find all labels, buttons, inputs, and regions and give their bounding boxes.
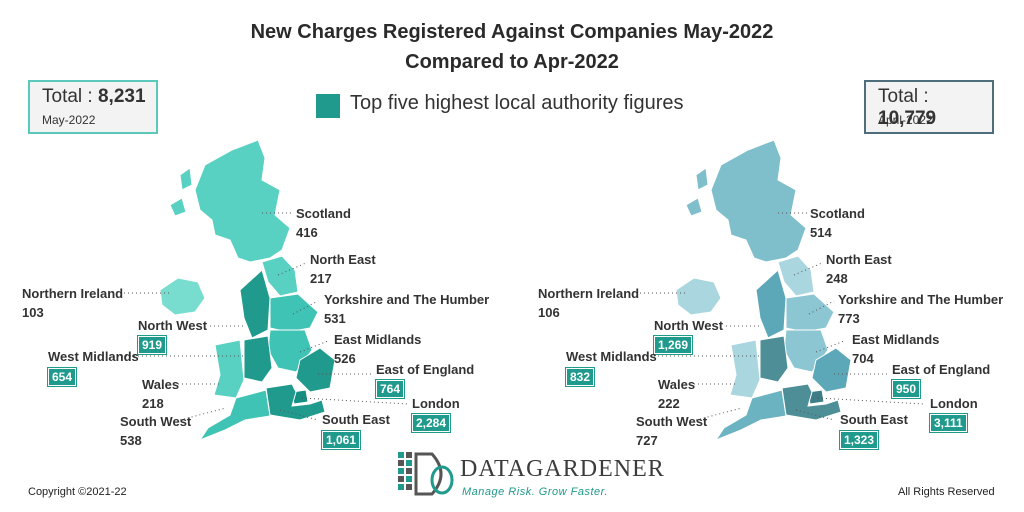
- region-south-east: [265, 383, 326, 421]
- region-wales: [213, 339, 245, 399]
- label-east-of-england: East of England: [376, 362, 475, 377]
- region-northern-ireland: [675, 277, 722, 316]
- label-yorkshire: Yorkshire and The Humber: [324, 292, 490, 307]
- region-northern-ireland: [159, 277, 206, 316]
- label-london: London: [412, 396, 460, 411]
- badge-west-midlands: 832: [564, 367, 596, 387]
- region-east-of-england: [295, 347, 336, 393]
- logo-wordmark: DATAGARDENER: [460, 456, 665, 482]
- value-yorkshire: 531: [324, 311, 346, 326]
- label-west-midlands: West Midlands: [48, 349, 139, 364]
- label-north-west: North West: [654, 318, 724, 333]
- region-south-west: [198, 389, 271, 442]
- label-south-west: South West: [636, 414, 708, 429]
- label-scotland: Scotland: [296, 206, 351, 221]
- region-wales: [729, 339, 761, 399]
- badge-south-east: 1,061: [320, 430, 362, 450]
- datagardener-logo-mark: [398, 452, 454, 496]
- label-north-east: North East: [826, 252, 892, 267]
- label-wales: Wales: [658, 377, 696, 392]
- region-north-west: [239, 269, 271, 339]
- label-yorkshire: Yorkshire and The Humber: [838, 292, 1004, 307]
- value-south-west: 727: [636, 433, 658, 448]
- label-london: London: [930, 396, 978, 411]
- region-west-midlands: [243, 335, 273, 383]
- region-north-east: [261, 255, 299, 297]
- total-value: 8,231: [97, 86, 146, 107]
- value-south-west: 538: [120, 433, 142, 448]
- label-north-west: North West: [138, 318, 208, 333]
- total-box-may: Total : 8,231 May-2022: [28, 80, 158, 134]
- value-wales: 218: [142, 396, 164, 411]
- label-northern-ireland: Northern Ireland: [538, 286, 640, 301]
- badge-north-west: 919: [136, 335, 168, 355]
- total-period: April-2022: [878, 113, 933, 127]
- label-east-of-england: East of England: [892, 362, 991, 377]
- value-yorkshire: 773: [838, 311, 860, 326]
- label-east-midlands: East Midlands: [334, 332, 422, 347]
- region-north-east: [777, 255, 815, 297]
- label-wales: Wales: [142, 377, 180, 392]
- region-south-east: [781, 383, 842, 421]
- badge-west-midlands: 654: [46, 367, 78, 387]
- region-west-midlands: [759, 335, 789, 383]
- region-south-west: [714, 389, 787, 442]
- label-scotland: Scotland: [810, 206, 865, 221]
- value-east-midlands: 704: [852, 351, 874, 366]
- value-east-midlands: 526: [334, 351, 356, 366]
- total-period: May-2022: [42, 113, 96, 127]
- badge-south-east: 1,323: [838, 430, 880, 450]
- region-scotland: [194, 139, 291, 263]
- badge-london: 2,284: [410, 413, 452, 433]
- label-south-east: South East: [322, 412, 390, 427]
- region-yorkshire: [269, 293, 319, 333]
- footer-copyright: Copyright ©2021-22: [28, 486, 127, 498]
- chart-title-line2: Compared to Apr-2022: [405, 51, 619, 73]
- map-apr-2022: [634, 139, 925, 442]
- value-northern-ireland: 103: [22, 305, 44, 320]
- legend-label: Top five highest local authority figures: [350, 92, 684, 114]
- total-label: Total :: [42, 86, 93, 107]
- map-may-2022: [118, 139, 409, 442]
- total-value: 10,779: [878, 108, 937, 129]
- value-wales: 222: [658, 396, 680, 411]
- label-south-west: South West: [120, 414, 192, 429]
- footer-rights: All Rights Reserved: [898, 486, 995, 498]
- legend-swatch: [316, 94, 340, 118]
- label-north-east: North East: [310, 252, 376, 267]
- total-box-april: Total : 10,779 April-2022: [864, 80, 994, 134]
- value-north-east: 217: [310, 271, 332, 286]
- region-east-of-england: [811, 347, 852, 393]
- label-south-east: South East: [840, 412, 908, 427]
- value-scotland: 514: [810, 225, 832, 240]
- badge-east-of-england: 764: [374, 379, 406, 399]
- logo-tagline: Manage Risk. Grow Faster.: [462, 486, 608, 498]
- region-scotland: [710, 139, 807, 263]
- badge-east-of-england: 950: [890, 379, 922, 399]
- badge-north-west: 1,269: [652, 335, 694, 355]
- region-north-west: [755, 269, 787, 339]
- label-northern-ireland: Northern Ireland: [22, 286, 124, 301]
- chart-title-line1: New Charges Registered Against Companies…: [250, 21, 774, 43]
- label-west-midlands: West Midlands: [566, 349, 657, 364]
- value-scotland: 416: [296, 225, 318, 240]
- value-northern-ireland: 106: [538, 305, 560, 320]
- badge-london: 3,111: [929, 413, 968, 433]
- value-north-east: 248: [826, 271, 848, 286]
- label-east-midlands: East Midlands: [852, 332, 940, 347]
- total-label: Total :: [878, 86, 929, 107]
- region-yorkshire: [785, 293, 835, 333]
